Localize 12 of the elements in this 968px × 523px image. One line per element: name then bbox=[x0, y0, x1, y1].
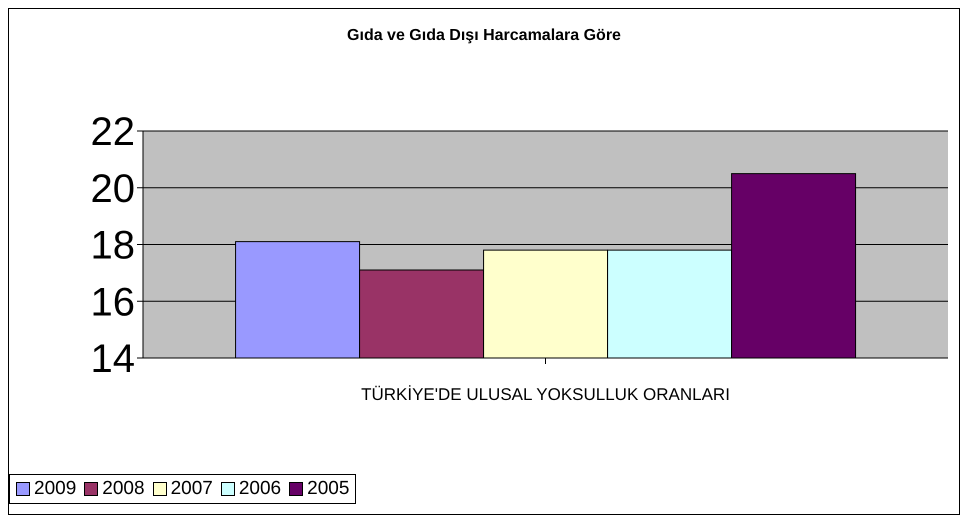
y-tick-label: 14 bbox=[90, 337, 135, 382]
y-tick-label: 20 bbox=[90, 166, 135, 211]
x-tick-label: TÜRKİYE'DE ULUSAL YOKSULLUK ORANLARI bbox=[361, 385, 730, 404]
legend-label: 2007 bbox=[170, 478, 213, 500]
legend-label: 2006 bbox=[238, 478, 282, 500]
legend-label: 2009 bbox=[33, 478, 76, 500]
y-tick-label: 16 bbox=[90, 280, 135, 324]
chart-title: Gıda ve Gıda Dışı Harcamalara Göre bbox=[346, 27, 622, 45]
y-tick-label: 22 bbox=[90, 110, 135, 154]
y-tick-label: 18 bbox=[90, 224, 135, 268]
legend-label: 2005 bbox=[306, 478, 350, 500]
legend-label: 2008 bbox=[101, 478, 145, 500]
